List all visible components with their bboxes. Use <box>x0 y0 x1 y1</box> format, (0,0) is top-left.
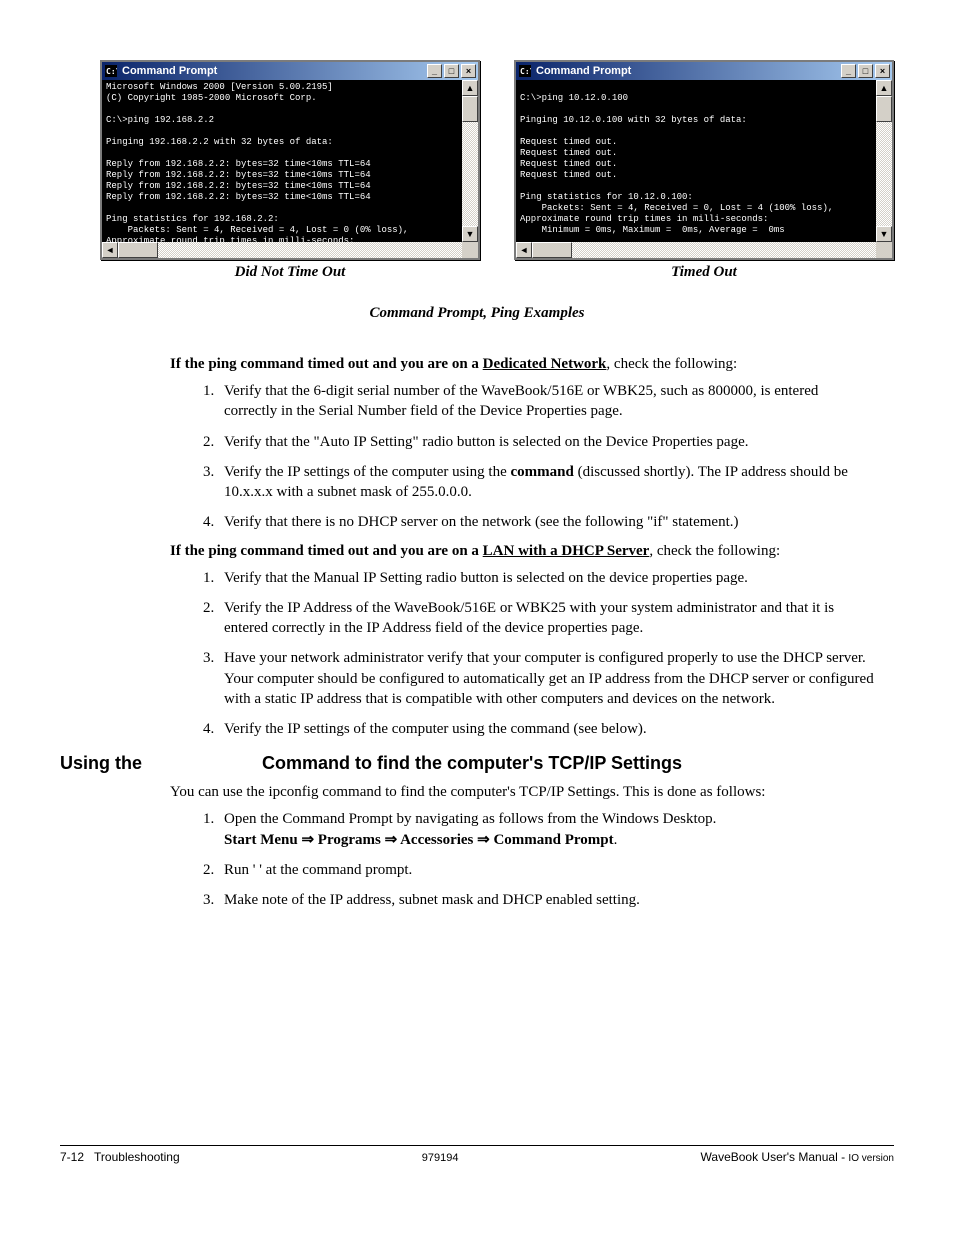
cmd-title-left: Command Prompt <box>122 65 427 77</box>
cmd-text-right: C:\>ping 10.12.0.100 Pinging 10.12.0.100… <box>520 82 888 258</box>
ipconfig-heading: Using the Command to find the computer's… <box>60 753 894 774</box>
min-button[interactable]: _ <box>841 64 856 78</box>
scroll-left-button[interactable]: ◄ <box>516 242 532 258</box>
close-button[interactable]: × <box>461 64 476 78</box>
footer-left: 7-12 Troubleshooting <box>60 1150 180 1164</box>
list-item: Verify that the Manual IP Setting radio … <box>218 568 874 588</box>
scroll-left-button[interactable]: ◄ <box>102 242 118 258</box>
footer-right: WaveBook User's Manual - IO version <box>701 1150 894 1164</box>
horizontal-scrollbar[interactable]: ◄ ► <box>516 242 892 258</box>
scroll-down-button[interactable]: ▼ <box>462 226 478 242</box>
cmd-icon: C:\ <box>104 64 118 78</box>
min-button[interactable]: _ <box>427 64 442 78</box>
ipconfig-list: Open the Command Prompt by navigating as… <box>170 809 874 910</box>
cmd-window-left: C:\ Command Prompt _ □ × Microsoft Windo… <box>100 60 480 281</box>
list-item: Open the Command Prompt by navigating as… <box>218 809 874 850</box>
resize-corner[interactable] <box>876 242 892 258</box>
heading-prefix: Using the <box>60 753 142 773</box>
close-button[interactable]: × <box>875 64 890 78</box>
ipconfig-section: You can use the ipconfig command to find… <box>170 784 874 910</box>
list-item: Verify the IP settings of the computer u… <box>218 719 874 739</box>
scroll-up-button[interactable]: ▲ <box>462 80 478 96</box>
intro-suffix: , check the following: <box>649 543 780 559</box>
list-item: Verify that the "Auto IP Setting" radio … <box>218 432 874 452</box>
intro-prefix: If the ping command timed out and you ar… <box>170 356 483 372</box>
intro-suffix: , check the following: <box>606 356 737 372</box>
dhcp-list: Verify that the Manual IP Setting radio … <box>170 568 874 740</box>
vertical-scrollbar[interactable]: ▲ ▼ <box>462 80 478 242</box>
scroll-thumb[interactable] <box>876 96 892 122</box>
footer-section: Troubleshooting <box>94 1150 180 1164</box>
dhcp-section: If the ping command timed out and you ar… <box>170 543 874 740</box>
footer-mid: 979194 <box>422 1152 459 1164</box>
footer-right-small: IO version <box>848 1153 894 1164</box>
list-item: Verify the IP settings of the computer u… <box>218 462 874 503</box>
scroll-thumb[interactable] <box>462 96 478 122</box>
list-item: Verify that there is no DHCP server on t… <box>218 512 874 532</box>
list-item: Verify that the 6-digit serial number of… <box>218 381 874 422</box>
scroll-track[interactable] <box>462 122 478 226</box>
max-button[interactable]: □ <box>858 64 873 78</box>
scroll-track-h[interactable] <box>158 242 462 258</box>
resize-corner[interactable] <box>462 242 478 258</box>
document-page: C:\ Command Prompt _ □ × Microsoft Windo… <box>0 0 954 1200</box>
intro-underline: LAN with a DHCP Server <box>483 543 650 559</box>
scroll-thumb-h[interactable] <box>532 242 572 258</box>
titlebar-left[interactable]: C:\ Command Prompt _ □ × <box>102 62 478 80</box>
horizontal-scrollbar[interactable]: ◄ ► <box>102 242 478 258</box>
dedicated-list: Verify that the 6-digit serial number of… <box>170 381 874 533</box>
page-footer: 7-12 Troubleshooting 979194 WaveBook Use… <box>60 1145 894 1164</box>
scroll-track-h[interactable] <box>572 242 876 258</box>
list-item: Verify the IP Address of the WaveBook/51… <box>218 598 874 639</box>
scroll-down-button[interactable]: ▼ <box>876 226 892 242</box>
cmd-output-left: Microsoft Windows 2000 [Version 5.00.219… <box>102 80 478 258</box>
cmd-windows-row: C:\ Command Prompt _ □ × Microsoft Windo… <box>100 60 894 281</box>
svg-text:C:\: C:\ <box>520 67 531 76</box>
list-item: Run ' ' at the command prompt. <box>218 860 874 880</box>
cmd-text-left: Microsoft Windows 2000 [Version 5.00.219… <box>106 82 474 258</box>
cmd-output-right: C:\>ping 10.12.0.100 Pinging 10.12.0.100… <box>516 80 892 258</box>
vertical-scrollbar[interactable]: ▲ ▼ <box>876 80 892 242</box>
scroll-up-button[interactable]: ▲ <box>876 80 892 96</box>
cmd-icon: C:\ <box>518 64 532 78</box>
heading-suffix: Command to find the computer's TCP/IP Se… <box>262 753 682 773</box>
cmd-window-right: C:\ Command Prompt _ □ × C:\>ping 10.12.… <box>514 60 894 281</box>
caption-left: Did Not Time Out <box>100 264 480 281</box>
scroll-thumb-h[interactable] <box>118 242 158 258</box>
list-item: Have your network administrator verify t… <box>218 648 874 709</box>
dhcp-intro: If the ping command timed out and you ar… <box>170 543 874 560</box>
titlebar-right[interactable]: C:\ Command Prompt _ □ × <box>516 62 892 80</box>
ipconfig-intro: You can use the ipconfig command to find… <box>170 784 874 801</box>
max-button[interactable]: □ <box>444 64 459 78</box>
footer-page-num: 7-12 <box>60 1150 84 1164</box>
caption-right: Timed Out <box>514 264 894 281</box>
scroll-track[interactable] <box>876 122 892 226</box>
intro-underline: Dedicated Network <box>483 356 607 372</box>
intro-prefix: If the ping command timed out and you ar… <box>170 543 483 559</box>
dedicated-intro: If the ping command timed out and you ar… <box>170 356 874 373</box>
figure-caption: Command Prompt, Ping Examples <box>60 305 894 322</box>
list-item: Make note of the IP address, subnet mask… <box>218 890 874 910</box>
svg-text:C:\: C:\ <box>106 67 117 76</box>
cmd-title-right: Command Prompt <box>536 65 841 77</box>
footer-right-main: WaveBook User's Manual - <box>701 1150 849 1164</box>
dedicated-section: If the ping command timed out and you ar… <box>170 356 874 533</box>
